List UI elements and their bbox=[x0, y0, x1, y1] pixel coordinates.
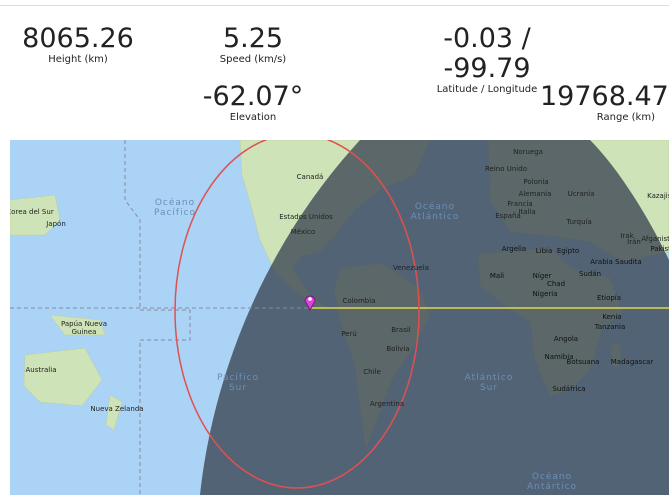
map-label: Tanzania bbox=[580, 323, 640, 331]
map-label: Kazajistán bbox=[635, 192, 669, 200]
map-label: Madagascar bbox=[602, 358, 662, 366]
map-label: Japón bbox=[26, 220, 86, 228]
sea-label: Pacífico Sur bbox=[208, 373, 268, 393]
map-label: Sudáfrica bbox=[539, 385, 599, 393]
map-label: España bbox=[478, 212, 538, 220]
map-label: Corea del Sur bbox=[10, 208, 60, 216]
map-label: Colombia bbox=[329, 297, 389, 305]
sea-label: Océano Antártico bbox=[522, 472, 582, 492]
stat-value: -0.03 / -99.79 bbox=[397, 24, 577, 84]
map-label: Brasil bbox=[371, 326, 431, 334]
sea-label: Océano Pacífico bbox=[145, 198, 205, 218]
page: 8065.26Height (km) 5.25Speed (km/s) -0.03 … bbox=[0, 0, 669, 495]
marker-dot bbox=[308, 297, 312, 301]
map-label: Chile bbox=[342, 368, 402, 376]
map-label: Australia bbox=[11, 366, 71, 374]
map-label: Angola bbox=[536, 335, 596, 343]
map-label: Nueva Zelanda bbox=[87, 405, 147, 413]
map-label: Egipto bbox=[538, 247, 598, 255]
map-label: Argentina bbox=[357, 400, 417, 408]
map-label: Venezuela bbox=[381, 264, 441, 272]
map-label: Polonia bbox=[506, 178, 566, 186]
stat-value: 5.25 bbox=[193, 24, 313, 54]
map-label: Reino Unido bbox=[476, 165, 536, 173]
map-label: Pakistán bbox=[635, 245, 669, 253]
sea-label: Océano Atlántico bbox=[405, 202, 465, 222]
stat-value: 8065.26 bbox=[18, 24, 138, 54]
map-label: Canadá bbox=[280, 173, 340, 181]
divider bbox=[0, 5, 669, 6]
map-label: Estados Unidos bbox=[276, 213, 336, 221]
stat-value: 19768.47 bbox=[540, 82, 665, 112]
map-label: Sudán bbox=[560, 270, 620, 278]
stat-label: Elevation bbox=[193, 112, 313, 124]
map-label: México bbox=[273, 228, 333, 236]
land bbox=[24, 348, 102, 406]
map-label: Francia bbox=[490, 200, 550, 208]
map[interactable]: Canadá Estados Unidos México Venezuela Colom… bbox=[10, 140, 669, 495]
map-label: Perú bbox=[319, 330, 379, 338]
map-label: Etiopía bbox=[579, 294, 639, 302]
stat-label: Range (km) bbox=[540, 112, 665, 124]
map-label: Bolivia bbox=[368, 345, 428, 353]
stat: -62.07°Elevation bbox=[193, 82, 313, 124]
stat-label: Height (km) bbox=[18, 54, 138, 66]
map-label: Papúa Nueva Guinea bbox=[54, 320, 114, 336]
stat-label: Speed (km/s) bbox=[193, 54, 313, 66]
sea-label: Atlántico Sur bbox=[459, 373, 519, 393]
map-label: Kenia bbox=[582, 313, 642, 321]
map-label: Arabia Saudita bbox=[586, 258, 646, 266]
map-label: Chad bbox=[526, 280, 586, 288]
stat-value: -62.07° bbox=[193, 82, 313, 112]
map-label: Turquía bbox=[549, 218, 609, 226]
map-label: Nigeria bbox=[515, 290, 575, 298]
map-label: Ucrania bbox=[551, 190, 611, 198]
map-label: Afganistán bbox=[630, 235, 669, 243]
date-line bbox=[125, 140, 190, 495]
map-label: Noruega bbox=[498, 148, 558, 156]
